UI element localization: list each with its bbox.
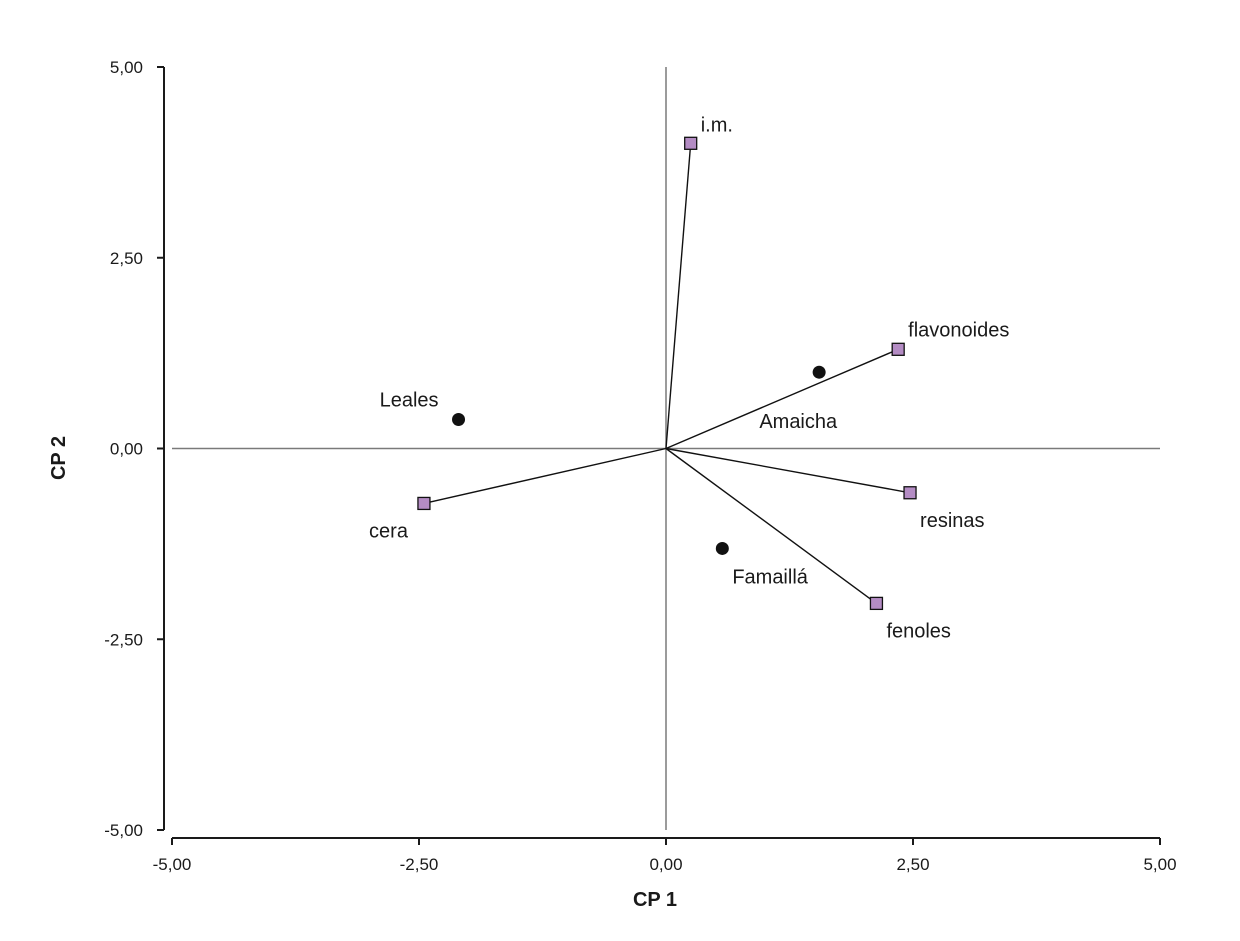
vector-label: fenoles bbox=[886, 620, 951, 642]
y-tick-label: 0,00 bbox=[110, 440, 143, 459]
vector-line bbox=[423, 447, 667, 505]
point-label: Amaicha bbox=[759, 411, 838, 433]
x-axis-title: CP 1 bbox=[633, 889, 677, 911]
vector-label: resinas bbox=[920, 510, 984, 532]
y-tick-label: 5,00 bbox=[110, 58, 143, 77]
score-point bbox=[812, 365, 826, 379]
vector-marker bbox=[891, 342, 905, 356]
vector-marker bbox=[417, 496, 431, 511]
vector-line bbox=[665, 447, 911, 494]
vector-label: cera bbox=[369, 520, 409, 542]
point-labels: i.m. flavonoides resinas fenoles cera Leales A… bbox=[369, 114, 1009, 642]
x-tick-label: 0,00 bbox=[649, 855, 682, 874]
x-axis-ticks: -5,00 -2,50 0,00 2,50 5,00 bbox=[153, 838, 1177, 874]
x-tick-label: 5,00 bbox=[1143, 855, 1176, 874]
vector-marker bbox=[869, 596, 884, 611]
vector-marker bbox=[903, 486, 917, 500]
score-point bbox=[452, 413, 466, 427]
vector-line bbox=[665, 348, 899, 450]
vector-line bbox=[665, 447, 877, 604]
x-tick-label: -5,00 bbox=[153, 855, 192, 874]
axes bbox=[163, 67, 1160, 839]
y-axis-title: CP 2 bbox=[48, 436, 70, 480]
point-label: Leales bbox=[380, 390, 439, 412]
vector-line bbox=[665, 143, 692, 449]
x-tick-label: -2,50 bbox=[400, 855, 439, 874]
vector-label: i.m. bbox=[701, 114, 733, 136]
score-points bbox=[452, 365, 826, 555]
loading-vectors bbox=[417, 136, 917, 611]
vector-label: flavonoides bbox=[908, 319, 1009, 341]
x-tick-label: 2,50 bbox=[896, 855, 929, 874]
y-tick-label: -2,50 bbox=[104, 630, 143, 649]
point-label: Famaillá bbox=[732, 566, 808, 588]
y-tick-label: 2,50 bbox=[110, 249, 143, 268]
y-axis-ticks: 5,00 2,50 0,00 -2,50 -5,00 bbox=[104, 58, 164, 840]
vector-marker bbox=[684, 136, 698, 150]
y-tick-label: -5,00 bbox=[104, 821, 143, 840]
score-point bbox=[715, 541, 729, 555]
